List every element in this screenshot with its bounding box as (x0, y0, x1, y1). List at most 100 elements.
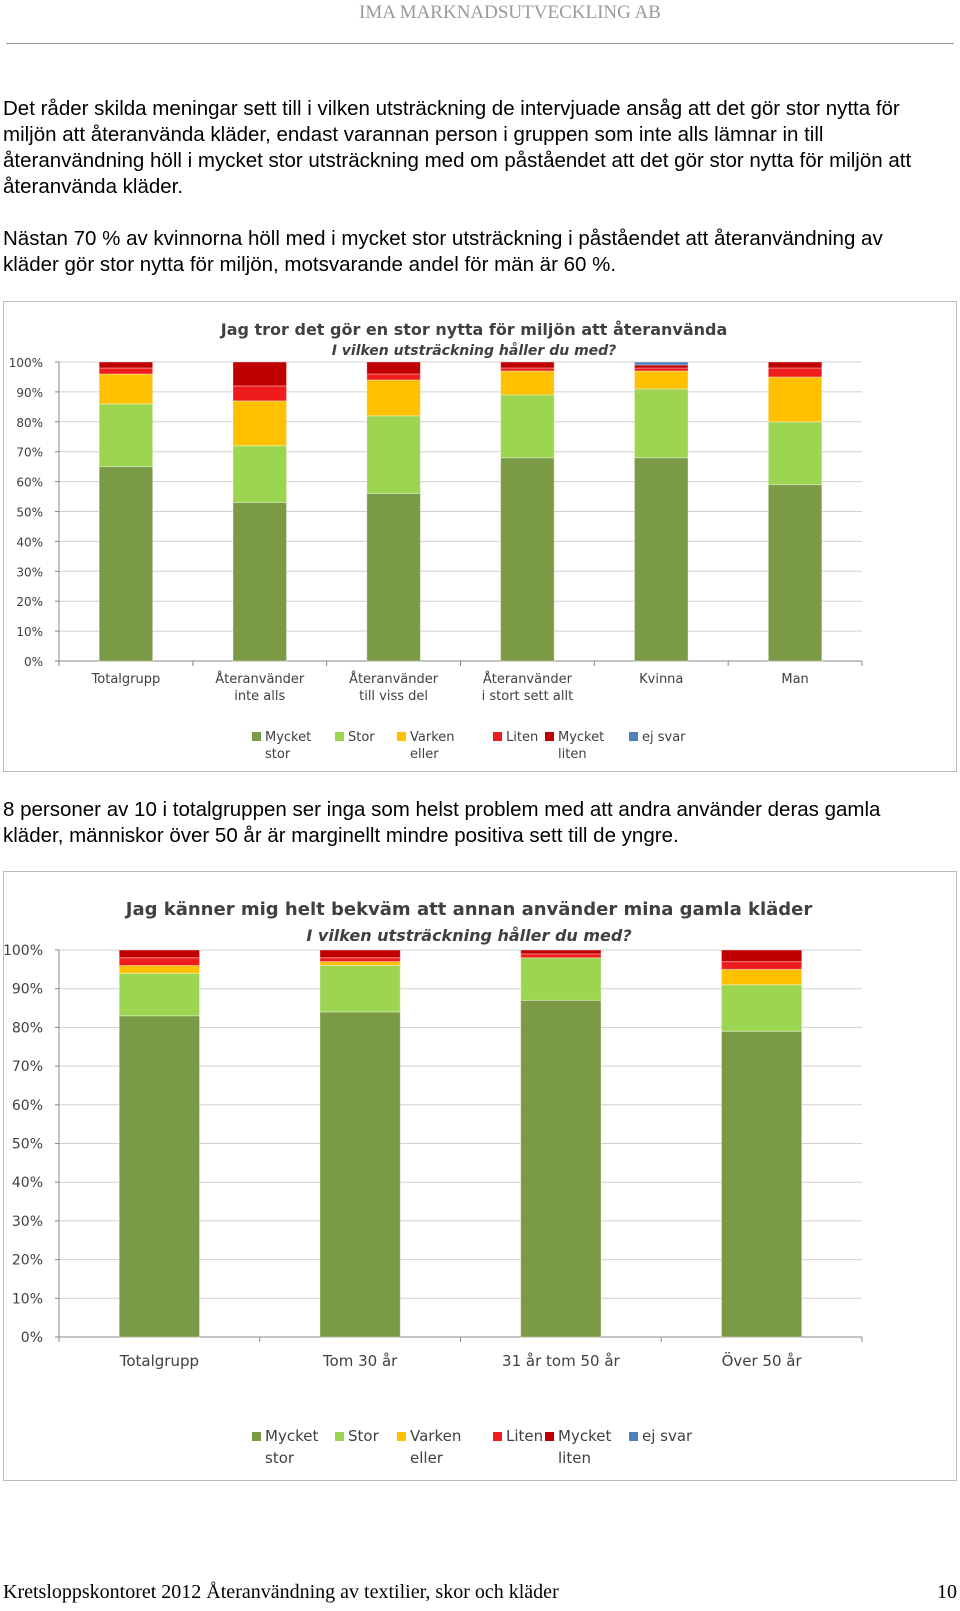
bar-segment (98, 466, 154, 662)
y-tick-label: 30% (12, 1214, 43, 1230)
bar-segment (232, 502, 288, 662)
legend-swatch (252, 732, 261, 741)
legend-swatch (493, 1432, 502, 1441)
bar-segment (720, 1030, 803, 1338)
y-tick-label: 60% (12, 1098, 43, 1114)
bar-segment (319, 964, 401, 1013)
y-tick-label: 60% (16, 476, 43, 490)
legend-swatch (493, 732, 502, 741)
x-category-label: Över 50 år (722, 1351, 803, 1370)
bar-segment (232, 400, 288, 447)
chart-subtitle: I vilken utsträckning håller du med? (306, 926, 631, 945)
bar-segment (500, 361, 555, 369)
bar-segment (767, 421, 823, 486)
bar-segment (633, 370, 689, 390)
x-category-label: 31 år tom 50 år (502, 1352, 620, 1370)
legend-label: Mycket liten (558, 730, 604, 762)
bar-segment (319, 1011, 401, 1338)
legend-swatch (397, 732, 406, 741)
bar-segment (720, 961, 803, 970)
chart-comfortable-others-use: Jag känner mig helt bekväm att annan anv… (3, 871, 957, 1481)
page-number: 10 (937, 1581, 957, 1603)
legend-swatch (335, 732, 344, 741)
legend-label: Liten (506, 1427, 543, 1445)
bar-segment (720, 968, 803, 986)
legend-label: ej svar (642, 1427, 693, 1445)
chart-title: Jag tror det gör en stor nytta för miljö… (220, 320, 728, 339)
bar-segment (633, 457, 689, 662)
legend-swatch (545, 732, 554, 741)
bar-segment (366, 373, 421, 381)
page-footer: Kretsloppskontoret 2012 Återanvändning a… (3, 1581, 957, 1604)
y-tick-label: 10% (12, 1291, 43, 1307)
paragraph-3: 8 personer av 10 i totalgruppen ser inga… (3, 798, 881, 847)
bar-segment (232, 385, 288, 402)
x-category-label: Kvinna (639, 672, 683, 687)
legend-swatch (252, 1432, 261, 1441)
y-tick-label: 50% (12, 1137, 43, 1153)
y-tick-label: 0% (24, 655, 43, 669)
x-category-label: Totalgrupp (119, 1352, 199, 1370)
bar-segment (319, 961, 401, 966)
bar-segment (366, 415, 421, 495)
bar-segment (118, 972, 201, 1017)
bar-segment (118, 1015, 201, 1338)
bar-segment (520, 953, 602, 959)
chart-2-svg: Jag känner mig helt bekväm att annan anv… (4, 899, 863, 1467)
y-tick-label: 40% (12, 1175, 43, 1191)
legend-label: Stor (348, 1427, 380, 1445)
x-category-label: Återanvänder i stort sett allt (482, 671, 574, 704)
bar-segment (500, 370, 555, 396)
bar-segment (500, 394, 555, 459)
y-tick-label: 70% (16, 446, 43, 460)
bar-segment (767, 376, 823, 423)
bar-segment (319, 957, 401, 963)
x-category-label: Återanvänder inte alls (215, 671, 305, 704)
paragraph-1: Det råder skilda meningar sett till i vi… (3, 97, 912, 198)
y-tick-label: 0% (21, 1330, 43, 1346)
bar-segment (98, 373, 154, 405)
bar-segment (98, 361, 154, 369)
bar-segment (633, 361, 689, 366)
bar-segment (98, 367, 154, 375)
bar-segment (633, 388, 689, 459)
bar-segment (720, 984, 803, 1032)
bar-segment (520, 957, 602, 1001)
bar-segment (767, 361, 823, 369)
legend-label: Mycket stor (265, 1427, 318, 1467)
company-name: IMA MARKNADSUTVECKLING AB (359, 2, 661, 23)
y-tick-label: 40% (16, 535, 43, 549)
legend-label: ej svar (642, 730, 686, 745)
legend-swatch (545, 1432, 554, 1441)
y-tick-label: 20% (16, 595, 43, 609)
bar-segment (232, 361, 288, 387)
x-category-label: Tom 30 år (322, 1352, 398, 1370)
bar-segment (366, 493, 421, 662)
bar-segment (232, 445, 288, 504)
bar-segment (118, 949, 201, 959)
y-tick-label: 20% (12, 1253, 43, 1269)
y-tick-label: 80% (16, 416, 43, 430)
bar-segment (319, 949, 401, 959)
bar-segment (520, 949, 602, 955)
bar-segment (366, 361, 421, 375)
chart-subtitle: I vilken utsträckning håller du med? (332, 342, 617, 359)
legend-label: Stor (348, 730, 375, 745)
bar-segment (767, 367, 823, 378)
bar-segment (366, 379, 421, 417)
bar-segment (118, 957, 201, 966)
y-tick-label: 100% (9, 356, 43, 370)
page-header: IMA MARKNADSUTVECKLING AB (0, 0, 960, 24)
x-category-label: Totalgrupp (91, 672, 161, 687)
y-tick-label: 90% (16, 386, 43, 400)
y-tick-label: 100% (4, 943, 43, 959)
paragraph-2: Nästan 70 % av kvinnorna höll med i myck… (3, 227, 883, 276)
legend-label: Mycket liten (558, 1427, 611, 1467)
legend-label: Liten (506, 730, 538, 745)
legend-swatch (629, 1432, 638, 1441)
y-tick-label: 10% (16, 625, 43, 639)
legend-swatch (335, 1432, 344, 1441)
bar-segment (118, 964, 201, 974)
x-category-label: Man (781, 672, 808, 687)
header-rule (6, 43, 954, 44)
